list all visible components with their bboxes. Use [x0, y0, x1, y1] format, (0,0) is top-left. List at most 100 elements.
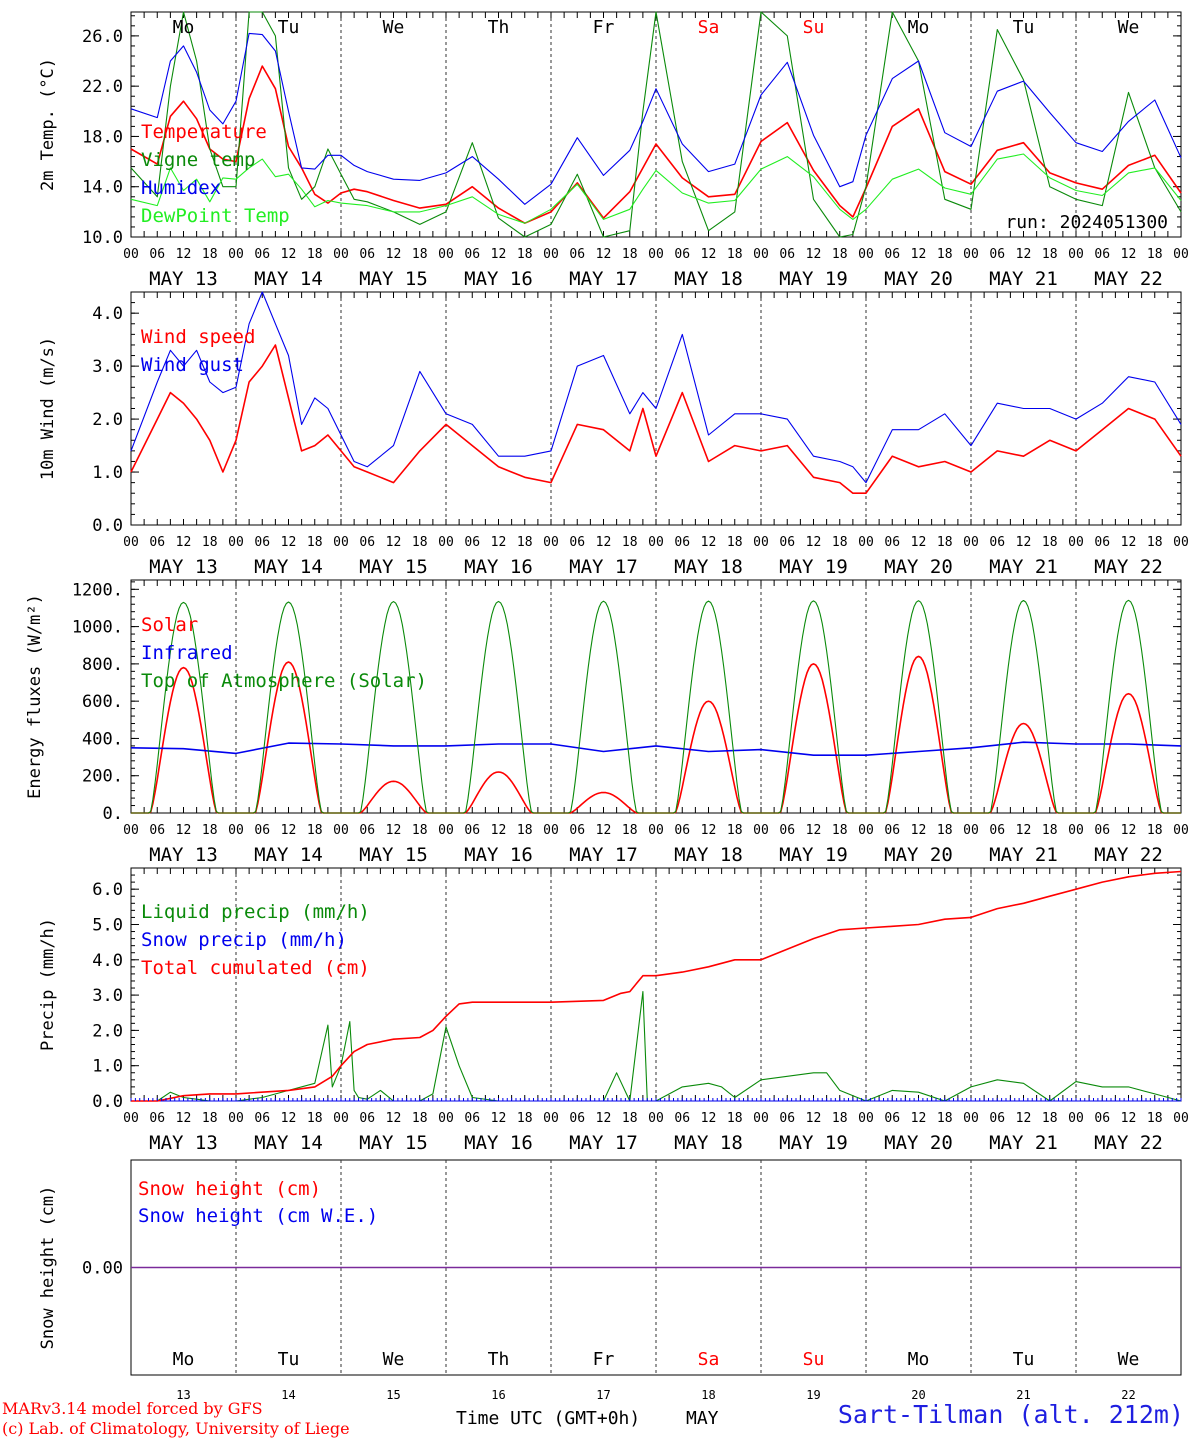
x-hour-label: 12 — [1016, 535, 1032, 550]
x-hour-label: 00 — [1068, 247, 1084, 262]
x-hour-label: 18 — [307, 247, 323, 262]
y-tick-label: 400. — [82, 729, 123, 749]
x-hour-label: 12 — [281, 1111, 297, 1126]
x-hour-label: 06 — [884, 247, 900, 262]
x-hour-label: 06 — [359, 823, 375, 838]
x-hour-label: 18 — [517, 1111, 533, 1126]
x-hour-label: 00 — [1173, 247, 1189, 262]
x-day-number: 18 — [701, 1388, 715, 1402]
x-hour-label: 18 — [832, 247, 848, 262]
x-hour-label: 00 — [753, 535, 769, 550]
x-hour-label: 00 — [858, 823, 874, 838]
y-tick-label: 4.0 — [92, 951, 123, 971]
x-date-label: MAY 15 — [359, 844, 428, 866]
x-hour-label: 00 — [543, 247, 559, 262]
y-tick-label: 6.0 — [92, 880, 123, 900]
x-date-label: MAY 20 — [884, 844, 953, 866]
x-hour-label: 06 — [1094, 1111, 1110, 1126]
x-hour-label: 00 — [858, 535, 874, 550]
x-hour-label: 00 — [543, 1111, 559, 1126]
x-hour-label: 06 — [779, 823, 795, 838]
series-line-temperature — [130, 65, 1182, 224]
x-date-label: MAY 15 — [359, 1132, 428, 1154]
y-tick-label: 800. — [82, 655, 123, 675]
x-hour-label: 00 — [753, 247, 769, 262]
x-date-label: MAY 20 — [884, 268, 953, 290]
x-hour-label: 06 — [674, 247, 690, 262]
x-hour-label: 00 — [1173, 535, 1189, 550]
x-hour-label: 06 — [464, 823, 480, 838]
x-hour-label: 12 — [1121, 247, 1137, 262]
x-date-label: MAY 13 — [149, 844, 218, 866]
x-hour-label: 12 — [701, 1111, 717, 1126]
x-hour-label: 18 — [832, 1111, 848, 1126]
x-hour-label: 12 — [596, 1111, 612, 1126]
x-hour-label: 06 — [674, 823, 690, 838]
x-hour-label: 06 — [464, 1111, 480, 1126]
weekday-label: Tu — [1013, 1349, 1035, 1370]
x-hour-label: 18 — [622, 823, 638, 838]
chart-panel-5 — [130, 1159, 1182, 1376]
x-hour-label: 06 — [884, 823, 900, 838]
x-hour-label: 00 — [333, 823, 349, 838]
x-hour-label: 12 — [491, 1111, 507, 1126]
run-label: run: 2024051300 — [1005, 212, 1168, 233]
weekday-label: Mo — [908, 1349, 930, 1370]
x-date-label: MAY 19 — [779, 844, 848, 866]
weekday-label: Tu — [278, 17, 300, 38]
y-tick-label: 1000. — [72, 618, 123, 638]
y-tick-label: 1.0 — [92, 1057, 123, 1077]
x-day-number: 22 — [1121, 1388, 1135, 1402]
x-hour-label: 00 — [1068, 1111, 1084, 1126]
station-title: Sart-Tilman (alt. 212m) — [837, 1400, 1184, 1429]
x-hour-label: 18 — [937, 1111, 953, 1126]
y-tick-label: 3.0 — [92, 986, 123, 1006]
x-hour-label: 00 — [1068, 823, 1084, 838]
x-hour-label: 12 — [1016, 247, 1032, 262]
x-hour-label: 18 — [1042, 247, 1058, 262]
x-hour-label: 18 — [937, 823, 953, 838]
x-hour-label: 12 — [386, 535, 402, 550]
x-date-label: MAY 21 — [989, 1132, 1058, 1154]
x-hour-label: 12 — [281, 823, 297, 838]
x-date-label: MAY 16 — [464, 844, 533, 866]
x-date-label: MAY 20 — [884, 1132, 953, 1154]
x-hour-label: 06 — [149, 823, 165, 838]
x-hour-label: 18 — [1147, 823, 1163, 838]
x-hour-label: 00 — [228, 247, 244, 262]
legend-entry: Snow height (cm W.E.) — [138, 1205, 378, 1227]
x-hour-label: 18 — [937, 535, 953, 550]
x-hour-label: 06 — [674, 535, 690, 550]
x-date-label: MAY 21 — [989, 556, 1058, 578]
series-line-dewpoint-temp — [130, 153, 1182, 224]
x-hour-label: 12 — [1016, 823, 1032, 838]
legend-entry: Snow height (cm) — [138, 1178, 321, 1200]
x-hour-label: 18 — [517, 247, 533, 262]
weekday-label: Fr — [593, 17, 615, 38]
x-date-label: MAY 17 — [569, 268, 638, 290]
x-hour-label: 18 — [517, 823, 533, 838]
x-hour-label: 06 — [254, 1111, 270, 1126]
credit-line-lab: (c) Lab. of Climatology, University of L… — [2, 1419, 350, 1438]
x-date-label: MAY 22 — [1094, 556, 1163, 578]
y-tick-label: 0. — [103, 804, 123, 824]
x-hour-label: 18 — [622, 247, 638, 262]
x-hour-label: 00 — [123, 247, 139, 262]
x-hour-label: 00 — [753, 1111, 769, 1126]
x-date-label: MAY 15 — [359, 268, 428, 290]
x-hour-label: 06 — [254, 535, 270, 550]
y-tick-label: 1200. — [72, 580, 123, 600]
y-tick-label: 3.0 — [92, 357, 123, 377]
y-tick-label: 26.0 — [82, 27, 123, 47]
weekday-label: Tu — [278, 1349, 300, 1370]
x-date-label: MAY 22 — [1094, 1132, 1163, 1154]
x-hour-label: 00 — [438, 823, 454, 838]
y-axis-label: Snow height (cm) — [38, 1186, 58, 1350]
x-hour-label: 18 — [727, 1111, 743, 1126]
x-date-label: MAY 14 — [254, 268, 323, 290]
x-hour-label: 00 — [438, 247, 454, 262]
x-hour-label: 06 — [359, 535, 375, 550]
x-hour-label: 12 — [911, 535, 927, 550]
legend-entry: Snow precip (mm/h) — [141, 929, 347, 951]
